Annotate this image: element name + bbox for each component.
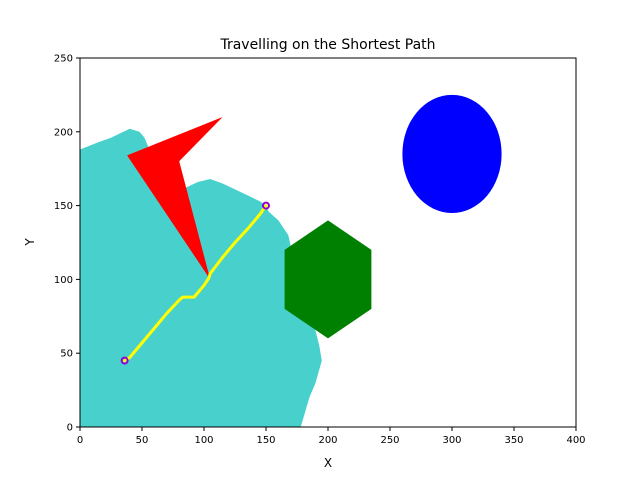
y-axis: 0 50 100 150 200 250 bbox=[54, 54, 80, 434]
obstacle-ellipse bbox=[402, 94, 502, 213]
x-axis-label: X bbox=[324, 456, 332, 470]
x-tick-label: 300 bbox=[442, 435, 461, 446]
x-axis: 0 50 100 150 200 250 300 350 400 bbox=[77, 427, 586, 446]
x-tick-label: 200 bbox=[318, 435, 337, 446]
y-tick-label: 250 bbox=[54, 54, 73, 65]
goal-point bbox=[262, 201, 270, 210]
x-tick-label: 50 bbox=[136, 435, 149, 446]
explored-region bbox=[80, 128, 322, 427]
chart-title: Travelling on the Shortest Path bbox=[219, 37, 435, 53]
y-tick-label: 150 bbox=[54, 201, 73, 212]
start-point bbox=[120, 356, 129, 365]
x-tick-label: 150 bbox=[256, 435, 275, 446]
obstacle-triangle bbox=[127, 117, 223, 280]
y-tick-label: 50 bbox=[60, 349, 73, 360]
plot-area bbox=[80, 94, 502, 427]
y-tick-label: 200 bbox=[54, 127, 73, 138]
x-tick-label: 0 bbox=[77, 435, 83, 446]
x-tick-label: 250 bbox=[380, 435, 399, 446]
obstacle-hexagon bbox=[284, 220, 372, 339]
y-tick-label: 0 bbox=[67, 423, 73, 434]
x-tick-label: 400 bbox=[566, 435, 585, 446]
shortest-path-line bbox=[123, 204, 268, 363]
x-tick-label: 350 bbox=[504, 435, 523, 446]
x-tick-label: 100 bbox=[194, 435, 213, 446]
y-tick-label: 100 bbox=[54, 275, 73, 286]
y-axis-label: Y bbox=[23, 238, 37, 247]
